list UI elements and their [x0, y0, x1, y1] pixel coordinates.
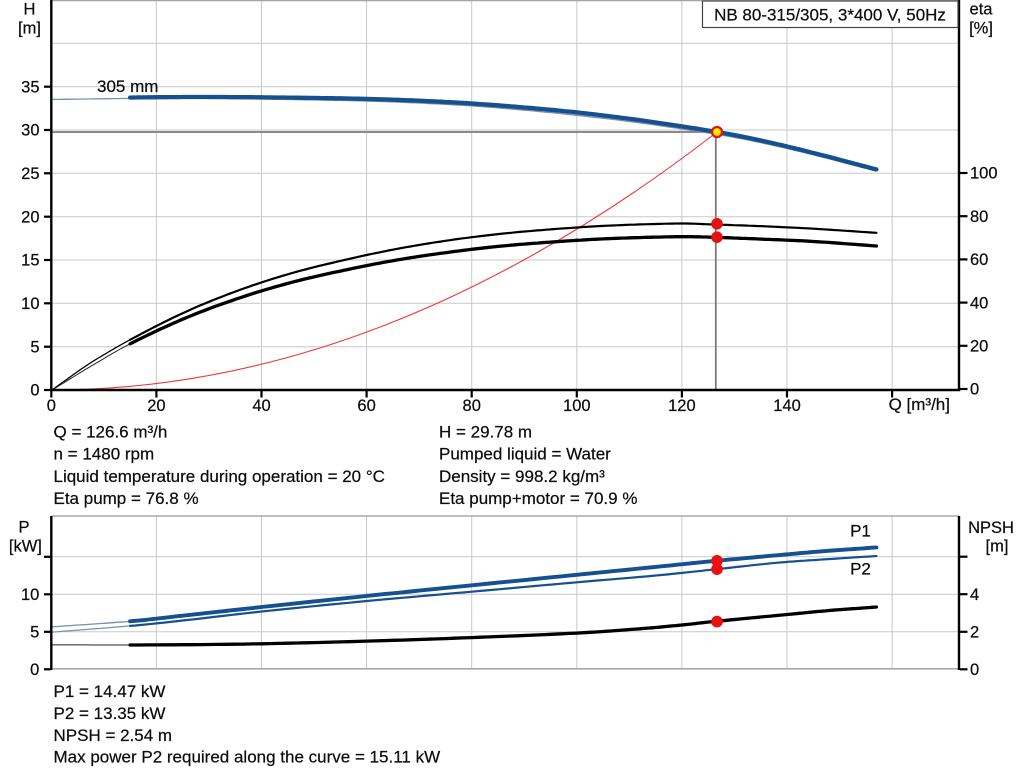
svg-text:30: 30	[21, 122, 39, 140]
svg-text:P1 = 14.47 kW: P1 = 14.47 kW	[54, 682, 166, 701]
svg-text:[m]: [m]	[18, 20, 41, 38]
svg-text:2: 2	[970, 624, 979, 642]
svg-text:[kW]: [kW]	[9, 538, 42, 556]
svg-text:eta: eta	[970, 1, 994, 19]
svg-text:P2: P2	[850, 560, 871, 579]
svg-text:[m]: [m]	[986, 538, 1009, 556]
svg-text:10: 10	[21, 295, 39, 313]
svg-text:80: 80	[463, 397, 481, 415]
svg-text:100: 100	[563, 397, 591, 415]
svg-text:20: 20	[970, 338, 988, 356]
svg-text:NB 80-315/305, 3*400 V, 50Hz: NB 80-315/305, 3*400 V, 50Hz	[714, 6, 946, 25]
svg-text:Eta pump+motor = 70.9 %: Eta pump+motor = 70.9 %	[439, 489, 637, 508]
svg-text:0: 0	[970, 661, 979, 679]
svg-text:40: 40	[970, 294, 988, 312]
svg-text:n = 1480 rpm: n = 1480 rpm	[54, 445, 155, 464]
svg-text:P: P	[18, 519, 29, 537]
svg-text:80: 80	[970, 208, 988, 226]
svg-text:140: 140	[773, 397, 801, 415]
svg-text:Pumped liquid = Water: Pumped liquid = Water	[439, 445, 611, 464]
svg-text:10: 10	[21, 586, 39, 604]
svg-text:Eta pump = 76.8 %: Eta pump = 76.8 %	[54, 489, 199, 508]
svg-text:20: 20	[147, 397, 165, 415]
svg-text:20: 20	[21, 208, 39, 226]
svg-text:P2 = 13.35 kW: P2 = 13.35 kW	[54, 704, 166, 723]
svg-text:Density = 998.2 kg/m³: Density = 998.2 kg/m³	[439, 467, 605, 486]
svg-text:305 mm: 305 mm	[97, 77, 158, 96]
svg-text:NPSH: NPSH	[968, 519, 1014, 537]
svg-text:H: H	[24, 1, 36, 19]
svg-text:5: 5	[30, 338, 39, 356]
svg-text:4: 4	[970, 586, 979, 604]
svg-text:NPSH = 2.54 m: NPSH = 2.54 m	[54, 726, 173, 745]
svg-text:0: 0	[47, 397, 56, 415]
svg-text:35: 35	[21, 78, 39, 96]
svg-text:0: 0	[970, 381, 979, 399]
svg-text:25: 25	[21, 165, 39, 183]
svg-text:5: 5	[30, 624, 39, 642]
svg-text:100: 100	[970, 165, 998, 183]
svg-text:Liquid temperature during oper: Liquid temperature during operation = 20…	[54, 467, 385, 486]
svg-text:120: 120	[668, 397, 696, 415]
svg-text:0: 0	[30, 661, 39, 679]
svg-text:0: 0	[30, 382, 39, 400]
svg-text:Max power P2 required along th: Max power P2 required along the curve = …	[54, 748, 441, 767]
svg-text:40: 40	[252, 397, 270, 415]
svg-text:Q = 126.6 m³/h: Q = 126.6 m³/h	[54, 423, 168, 442]
svg-text:P1: P1	[850, 521, 871, 540]
svg-text:60: 60	[357, 397, 375, 415]
svg-text:[%]: [%]	[969, 20, 993, 38]
svg-text:H = 29.78 m: H = 29.78 m	[439, 423, 532, 442]
svg-text:15: 15	[21, 252, 39, 270]
svg-text:Q [m³/h]: Q [m³/h]	[889, 395, 950, 414]
svg-text:60: 60	[970, 251, 988, 269]
